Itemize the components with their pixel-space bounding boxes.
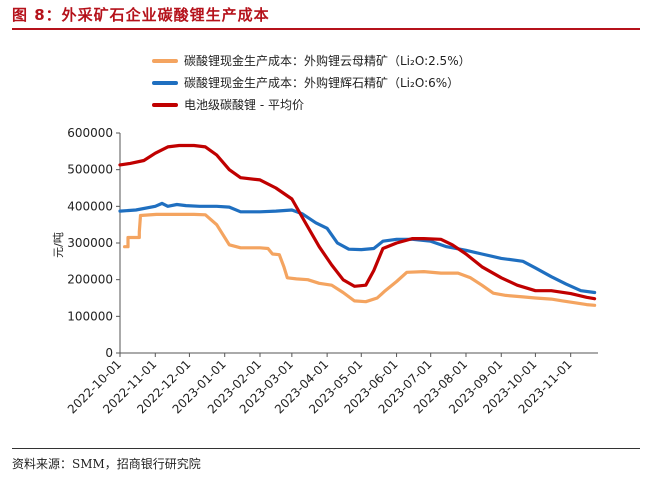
source-rule bbox=[12, 448, 640, 449]
y-tick-label: 500000 bbox=[67, 163, 113, 177]
y-axis-label: 元/吨 bbox=[52, 232, 65, 258]
series-line-spodumene-cost bbox=[118, 201, 597, 295]
series-line-battery-grade-price bbox=[118, 143, 597, 301]
figure-title: 图 8：外采矿石企业碳酸锂生产成本 bbox=[12, 6, 270, 24]
series-layer bbox=[118, 143, 597, 307]
legend-label-spodumene: 碳酸锂现金生产成本：外购锂辉石精矿（Li₂O:6%） bbox=[184, 76, 460, 90]
title-rule bbox=[12, 28, 640, 30]
y-tick-label: 200000 bbox=[67, 273, 113, 287]
legend-label-battery-grade-price: 电池级碳酸锂 - 平均价 bbox=[184, 98, 304, 112]
axes-layer: 0100000200000300000400000500000600000202… bbox=[65, 126, 598, 416]
legend-swatch-spodumene bbox=[152, 81, 178, 85]
y-tick-label: 300000 bbox=[67, 236, 113, 250]
source-note: 资料来源：SMM，招商银行研究院 bbox=[12, 457, 201, 471]
legend-label-lepidolite: 碳酸锂现金生产成本：外购锂云母精矿（Li₂O:2.5%） bbox=[184, 54, 471, 68]
y-tick-label: 400000 bbox=[67, 199, 113, 213]
legend-swatch-lepidolite bbox=[152, 59, 178, 63]
y-tick-label: 100000 bbox=[67, 309, 113, 323]
series-line-lepidolite-cost bbox=[122, 212, 597, 307]
y-tick-label: 0 bbox=[105, 346, 113, 360]
y-tick-label: 600000 bbox=[67, 126, 113, 140]
legend-swatch-battery-grade-price bbox=[152, 103, 178, 107]
